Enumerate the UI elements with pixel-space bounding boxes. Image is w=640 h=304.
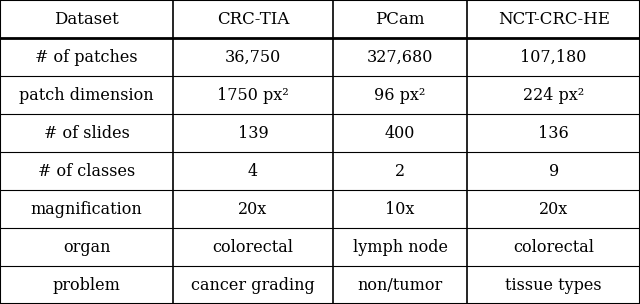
Text: 400: 400 [385, 125, 415, 141]
Text: tissue types: tissue types [506, 277, 602, 293]
Text: 107,180: 107,180 [520, 49, 587, 65]
Text: NCT-CRC-HE: NCT-CRC-HE [498, 11, 610, 27]
Text: patch dimension: patch dimension [19, 87, 154, 103]
Text: # of patches: # of patches [35, 49, 138, 65]
Text: 327,680: 327,680 [367, 49, 433, 65]
Text: CRC-TIA: CRC-TIA [217, 11, 289, 27]
Text: 4: 4 [248, 163, 258, 179]
Text: 2: 2 [395, 163, 405, 179]
Text: 20x: 20x [539, 201, 568, 217]
Text: # of slides: # of slides [44, 125, 130, 141]
Text: colorectal: colorectal [513, 239, 594, 255]
Text: 136: 136 [538, 125, 569, 141]
Text: 9: 9 [548, 163, 559, 179]
Text: magnification: magnification [31, 201, 143, 217]
Text: problem: problem [52, 277, 121, 293]
Text: cancer grading: cancer grading [191, 277, 315, 293]
Text: 10x: 10x [385, 201, 415, 217]
Text: 1750 px²: 1750 px² [217, 87, 289, 103]
Text: # of classes: # of classes [38, 163, 135, 179]
Text: 96 px²: 96 px² [374, 87, 426, 103]
Text: PCam: PCam [376, 11, 425, 27]
Text: lymph node: lymph node [353, 239, 447, 255]
Text: colorectal: colorectal [212, 239, 294, 255]
Text: organ: organ [63, 239, 111, 255]
Text: 36,750: 36,750 [225, 49, 281, 65]
Text: 139: 139 [237, 125, 268, 141]
Text: 224 px²: 224 px² [523, 87, 584, 103]
Text: Dataset: Dataset [54, 11, 119, 27]
Text: non/tumor: non/tumor [358, 277, 443, 293]
Text: 20x: 20x [238, 201, 268, 217]
